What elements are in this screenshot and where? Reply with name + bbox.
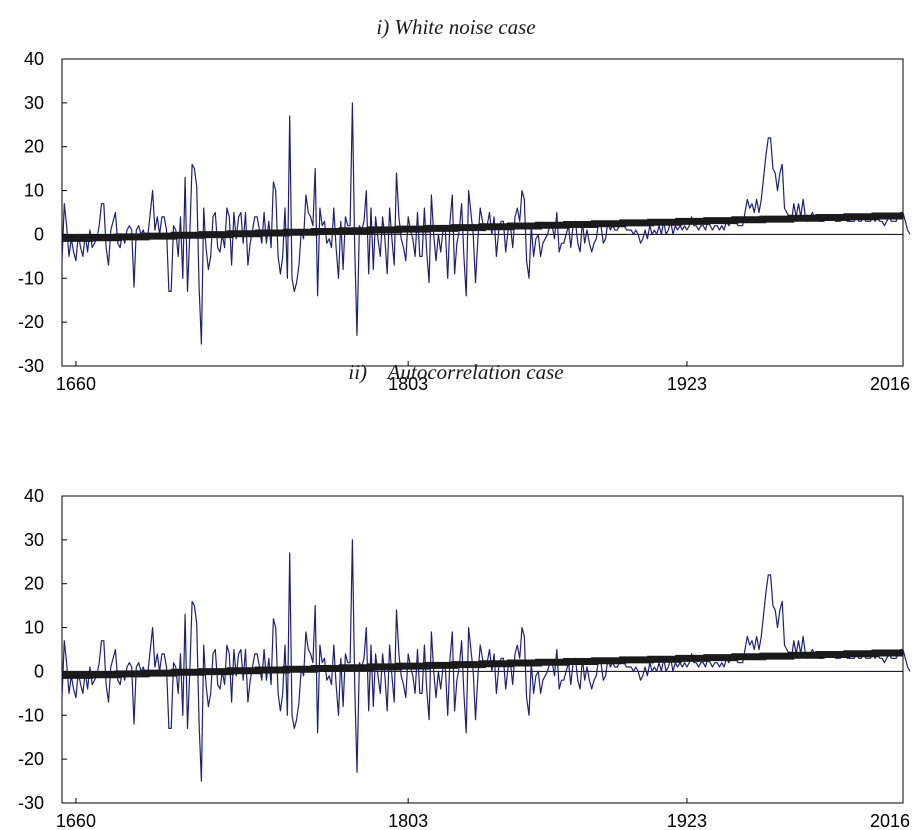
panel-autocorrelation: ii) Autocorrelation case 40 30 20 10 0 -10 -20… — [0, 360, 912, 830]
plot-frame — [61, 495, 904, 804]
y-tick-label: 40 — [24, 486, 44, 506]
x-tick-label: 1660 — [56, 374, 96, 394]
chart-title: i) White noise case — [376, 15, 536, 39]
panel-white-noise: i) White noise case 40 30 20 10 0 -10 -20 -30 16… — [0, 0, 912, 400]
y-tick-label: 10 — [24, 618, 44, 638]
x-tick-label: 1923 — [667, 811, 707, 830]
series-line-trend — [62, 649, 903, 679]
y-tick-label: 0 — [34, 224, 44, 244]
x-tick-label: 1803 — [388, 374, 428, 394]
x-tick-label: 1803 — [388, 811, 428, 830]
y-tick-label: -30 — [18, 356, 44, 376]
y-tick-label: 10 — [24, 181, 44, 201]
y-tick-label: 20 — [24, 574, 44, 594]
y-tick-label: 40 — [24, 49, 44, 69]
x-tick-label: 2016 — [870, 374, 910, 394]
chart-title: ii) Autocorrelation case — [348, 360, 564, 384]
y-tick-label: -30 — [18, 793, 44, 813]
chart-autocorrelation: 40 30 20 10 0 -10 -20 -30 1660 1803 1923 2016 — [18, 486, 911, 830]
y-tick-label: 0 — [34, 661, 44, 681]
plot-frame — [61, 58, 904, 367]
y-tick-label: 30 — [24, 93, 44, 113]
y-tick-label: -10 — [18, 268, 44, 288]
y-tick-label: 30 — [24, 530, 44, 550]
y-tick-label: -20 — [18, 749, 44, 769]
x-tick-label: 2016 — [870, 811, 910, 830]
y-tick-label: 20 — [24, 137, 44, 157]
x-tick-label: 1660 — [56, 811, 96, 830]
chart-white-noise: 40 30 20 10 0 -10 -20 -30 1660 1803 1923 2016 — [18, 49, 911, 394]
y-tick-label: -10 — [18, 705, 44, 725]
x-tick-label: 1923 — [667, 374, 707, 394]
series-line-trend — [62, 212, 903, 242]
y-tick-label: -20 — [18, 312, 44, 332]
